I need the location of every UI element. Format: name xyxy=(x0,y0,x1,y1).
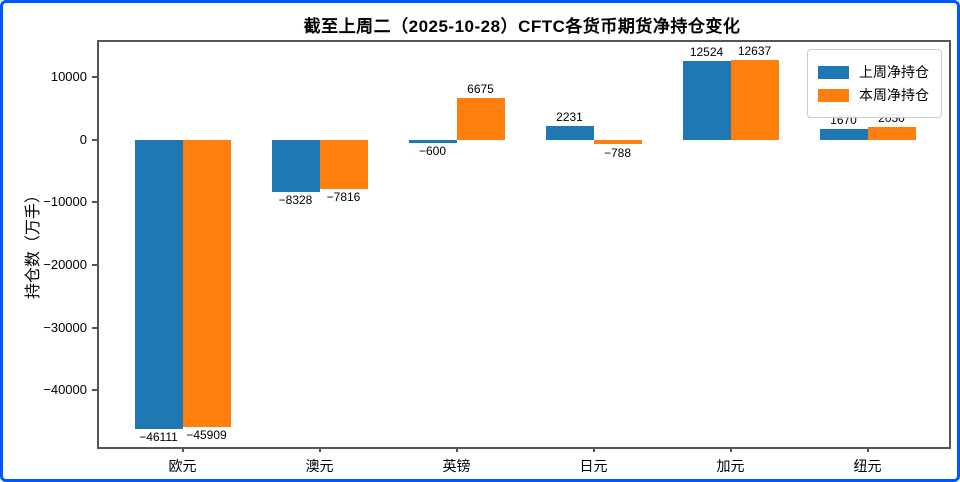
plot-area: 上周净持仓 本周净持仓 −46111 −8328 −600 2231 12524 1670… xyxy=(43,40,951,474)
bar-value-label: −45909 xyxy=(186,428,227,443)
bar-value-label: −788 xyxy=(603,145,632,160)
legend: 上周净持仓 本周净持仓 xyxy=(807,49,942,118)
bar-上周净持仓-纽元 xyxy=(819,129,868,140)
x-tick-mark xyxy=(729,447,732,452)
bar-value-label: 12637 xyxy=(737,44,772,59)
x-tick-label-加元: 加元 xyxy=(716,458,745,474)
bar-value-label: −8328 xyxy=(278,192,313,207)
x-tick-label-澳元: 澳元 xyxy=(305,458,334,474)
bar-value-label: −600 xyxy=(418,144,447,159)
legend-label-last-week: 上周净持仓 xyxy=(859,64,929,80)
y-tick-mark xyxy=(92,138,97,141)
y-tick-label: −40000 xyxy=(43,382,87,398)
y-tick-mark xyxy=(92,264,97,266)
bar-本周净持仓-英镑 xyxy=(456,97,505,140)
x-tick-mark xyxy=(592,447,595,452)
bar-本周净持仓-欧元 xyxy=(182,139,231,428)
bar-上周净持仓-英镑 xyxy=(408,139,457,144)
bar-本周净持仓-澳元 xyxy=(319,139,368,189)
y-tick-label: −30000 xyxy=(43,319,87,335)
chart-title: 截至上周二（2025-10-28）CFTC各货币期货净持仓变化 xyxy=(303,17,741,36)
legend-swatch-last-week-icon xyxy=(818,65,849,79)
y-tick-mark xyxy=(92,326,97,329)
legend-item-last-week: 上周净持仓 xyxy=(818,62,929,82)
bar-上周净持仓-日元 xyxy=(545,125,594,140)
bar-本周净持仓-日元 xyxy=(593,139,642,145)
bar-value-label: −7816 xyxy=(326,189,361,204)
x-tick-mark xyxy=(318,447,321,452)
x-tick-mark xyxy=(866,447,869,452)
y-tick-label: −10000 xyxy=(43,194,87,210)
x-tick-label-英镑: 英镑 xyxy=(442,458,471,474)
bar-value-label: −46111 xyxy=(139,429,178,444)
x-tick-mark xyxy=(181,447,184,452)
legend-swatch-this-week-icon xyxy=(818,88,849,102)
bar-本周净持仓-加元 xyxy=(730,60,779,140)
bar-上周净持仓-加元 xyxy=(682,61,731,140)
y-tick-label: 10000 xyxy=(50,69,87,84)
bar-value-label: 6675 xyxy=(467,81,494,96)
x-tick-mark xyxy=(455,447,458,452)
bar-value-label: 12524 xyxy=(689,45,724,60)
y-tick-mark xyxy=(92,201,97,204)
y-tick-label: 0 xyxy=(79,131,87,147)
bar-本周净持仓-纽元 xyxy=(867,126,916,140)
legend-label-this-week: 本周净持仓 xyxy=(859,87,929,103)
bar-value-label: 2231 xyxy=(556,109,583,124)
x-tick-label-日元: 日元 xyxy=(579,458,608,474)
bar-上周净持仓-澳元 xyxy=(271,139,320,192)
bar-上周净持仓-欧元 xyxy=(134,139,183,429)
y-tick-mark xyxy=(92,76,97,78)
x-tick-label-欧元: 欧元 xyxy=(168,458,197,474)
y-tick-mark xyxy=(92,389,97,392)
x-tick-label-纽元: 纽元 xyxy=(853,458,882,474)
legend-item-this-week: 本周净持仓 xyxy=(818,85,929,105)
y-tick-label: −20000 xyxy=(43,257,87,272)
